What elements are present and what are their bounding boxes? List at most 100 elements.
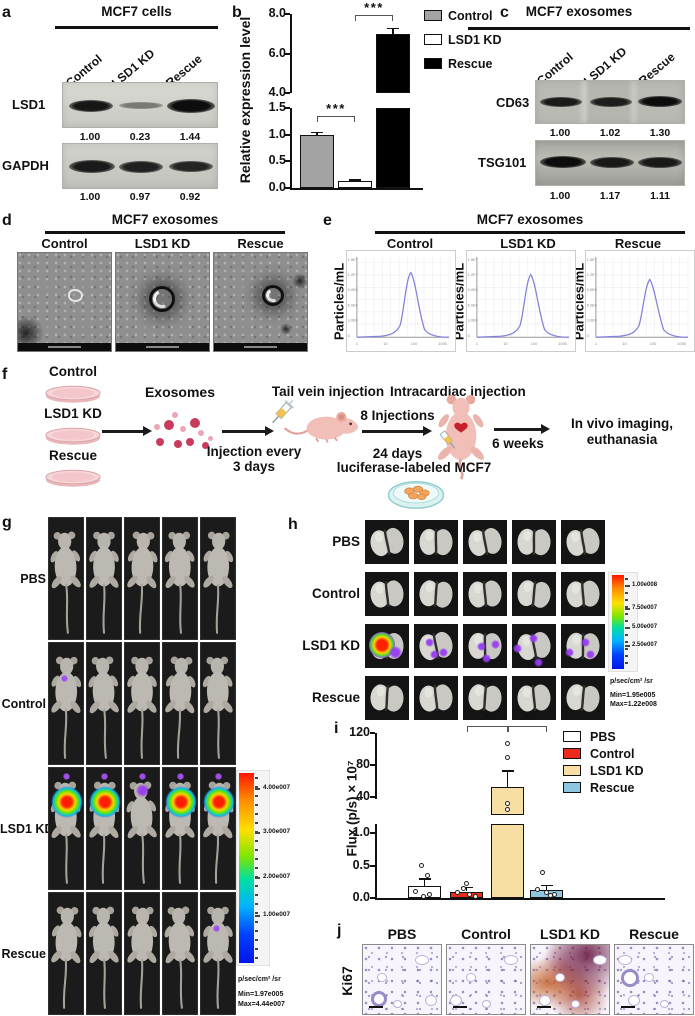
three-days-label: 3 days <box>232 459 276 474</box>
bioluminescence-signal <box>513 644 522 653</box>
i-tick-label: 1.0 <box>352 825 370 839</box>
b-error-bar <box>392 28 394 34</box>
exosome-dot <box>164 420 174 430</box>
mouse-silhouette-wrap <box>163 894 197 1013</box>
mouse-silhouette <box>164 531 195 634</box>
b-x-axis <box>290 188 423 190</box>
b-y-axis-top <box>290 14 292 93</box>
tem-image-control <box>17 252 112 352</box>
g-colorbar-minor-tick <box>255 894 258 896</box>
g-colorbar-minor-tick <box>255 885 258 887</box>
exosome-dots <box>150 408 218 452</box>
airspace <box>660 1000 669 1008</box>
i-error-cap <box>418 878 431 880</box>
organ-photo <box>370 684 404 712</box>
organ-photo <box>419 580 453 608</box>
i-tick-label: 40 <box>356 789 370 803</box>
panel-c-protein-cd63: CD63 <box>496 95 530 110</box>
mouse-silhouette-wrap <box>163 644 197 763</box>
b-tick-mark <box>285 13 290 15</box>
scale-bar-line <box>243 346 278 348</box>
legend-swatch-rescue <box>424 58 442 69</box>
h-colorbar-minor-tick <box>625 634 628 636</box>
panel-j-col-control: Control <box>461 926 511 942</box>
g-colorbar-minor-tick <box>255 948 258 950</box>
organ-image <box>561 520 605 564</box>
organ-photo <box>468 580 502 608</box>
b-tick-label: 6.0 <box>268 45 286 60</box>
band-value: 1.44 <box>179 131 201 143</box>
organ-photo <box>566 528 600 556</box>
days24-label: 24 days <box>372 446 423 461</box>
i-tick-label: 0.0 <box>352 890 370 904</box>
organ-photo-wrap <box>365 676 409 720</box>
h-colorbar-minor-tick <box>625 606 628 608</box>
organ-photo-wrap <box>512 572 556 616</box>
tem-image-lsd1kd <box>115 252 210 352</box>
organ-image <box>512 520 556 564</box>
h-colorbar-tick <box>625 645 630 647</box>
i-error-bar <box>506 771 508 788</box>
panel-e-y-label-1: Particles/mL <box>331 262 347 341</box>
exosome-dot <box>172 412 178 418</box>
eight-injections-label: 8 Injections <box>360 408 435 423</box>
g-colorbar-tick <box>255 877 260 879</box>
panel-d-title-rule <box>45 231 285 234</box>
airspace <box>618 955 632 965</box>
organ-image <box>365 676 409 720</box>
mouse-silhouette-wrap <box>125 519 159 638</box>
panel-e-label: e <box>323 212 332 229</box>
g-colorbar-tick-label: 3.00e007 <box>263 828 291 835</box>
i-data-point <box>427 891 432 897</box>
organ-image <box>414 520 458 564</box>
organ-photo <box>419 528 453 556</box>
ihc-image-control <box>446 944 526 1015</box>
organ-imaging-grid <box>365 520 607 725</box>
b-error-cap <box>311 131 323 134</box>
nta-plot-rescue: 1.5E7 1.2E7 9.0E6 6.0E6 3.0E6 0 1 10 100 1000 <box>585 250 695 352</box>
mouse-image <box>48 767 84 890</box>
blot-band <box>69 160 115 173</box>
legend-swatch-control <box>424 10 442 21</box>
b-sig-label: *** <box>326 101 346 116</box>
g-colorbar-minor-tick <box>255 876 258 878</box>
western-blot-cd63 <box>535 80 685 124</box>
i-tick-mark <box>370 796 375 798</box>
exosome-dot <box>156 438 164 446</box>
tem-artifact <box>280 323 292 335</box>
panel-j-antibody-label: Ki67 <box>339 966 355 996</box>
legend-label-control: Control <box>448 9 493 23</box>
mouse-silhouette-wrap <box>87 520 121 638</box>
organ-image <box>561 572 605 616</box>
svg-text:100: 100 <box>411 341 418 346</box>
mouse-silhouette <box>88 656 119 759</box>
organ-image <box>414 676 458 720</box>
panel-g-row-lsd1kd: LSD1 KD <box>0 822 54 836</box>
organ-photo-wrap <box>512 520 556 564</box>
organ-image <box>414 572 458 616</box>
panel-e-col-rescue: Rescue <box>614 236 662 251</box>
svg-text:1000: 1000 <box>677 341 687 346</box>
organ-image <box>561 676 605 720</box>
exosome-dot <box>190 418 200 428</box>
colorbar-min: Min=1.95e005 <box>610 692 656 699</box>
blot-band <box>590 157 634 168</box>
nta-curve-plot: 1.5E7 1.2E7 9.0E6 6.0E6 3.0E6 01 10 100 1000 <box>587 257 689 346</box>
bioluminescence-signal-head <box>63 773 70 780</box>
organ-photo <box>419 684 453 712</box>
exosome-dot <box>180 426 186 432</box>
g-colorbar-minor-tick <box>255 930 258 932</box>
g-colorbar-tick <box>255 832 260 834</box>
organ-photo <box>370 580 404 608</box>
mouse-silhouette <box>127 906 158 1009</box>
b-sig-bracket <box>317 116 355 122</box>
colorbar-min: Min=1.97e005 <box>238 991 284 998</box>
i-error-cap <box>460 886 473 889</box>
organ-photo-wrap <box>414 624 458 668</box>
panel-g-row-control: Control <box>1 697 46 711</box>
svg-text:10: 10 <box>622 341 627 346</box>
luciferase-label: luciferase-labeled MCF7 <box>336 460 492 475</box>
panel-c-label: c <box>500 4 509 21</box>
mouse-image <box>200 892 236 1015</box>
